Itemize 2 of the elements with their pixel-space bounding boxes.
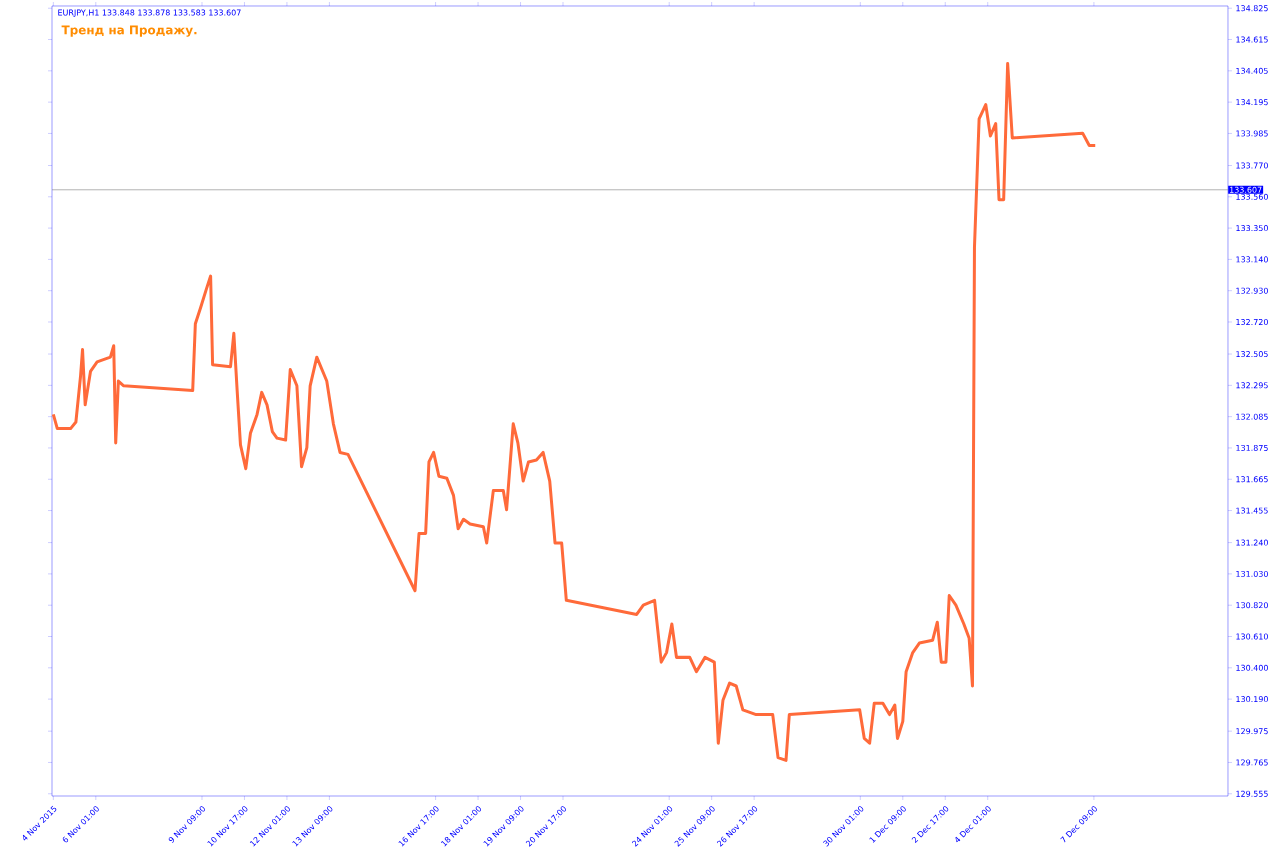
annotation: Тренд на Продажу. — [61, 25, 197, 37]
line-series — [51, 62, 1097, 762]
